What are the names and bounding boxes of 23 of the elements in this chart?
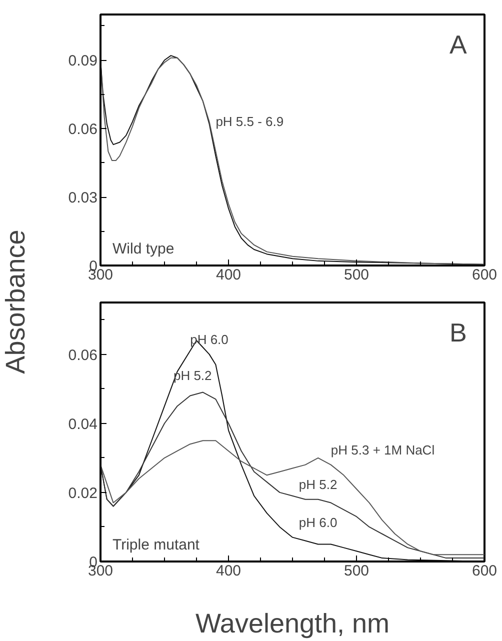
y-axis-title: Absorbance [0,230,30,374]
annotation: pH 5.2 [298,476,338,492]
annotation: pH 5.5 - 6.9 [216,114,284,130]
y-tick-label: 0.03 [68,190,98,207]
y-tick-label: 0.06 [68,346,98,364]
y-tick-label: 0.06 [68,121,98,138]
x-axis-title: Wavelength, nm [195,608,390,638]
y-tick-label: 0.02 [68,484,98,502]
x-tick-label: 400 [216,266,242,284]
x-tick-label: 400 [216,562,242,580]
text: A [450,30,468,60]
y-tick-label: 0.04 [68,416,98,433]
annotation: pH 5.3 + 1M NaCl [330,442,435,458]
annotation: pH 6.0 [298,514,338,530]
y-tick-label: 0.09 [68,52,98,70]
annotation: Wild type [112,240,174,258]
text: B [450,318,467,348]
x-tick-label: 600 [472,266,498,284]
x-tick-label: 500 [344,266,370,284]
x-tick-label: 500 [344,562,370,580]
annotation: pH 6.0 [190,332,228,347]
x-tick-label: 600 [472,562,498,580]
annotation: Triple mutant [112,536,200,554]
